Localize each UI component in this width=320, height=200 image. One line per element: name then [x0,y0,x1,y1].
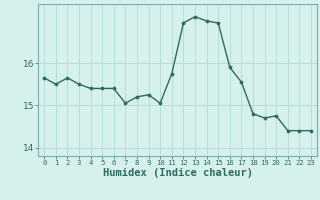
X-axis label: Humidex (Indice chaleur): Humidex (Indice chaleur) [103,168,252,178]
